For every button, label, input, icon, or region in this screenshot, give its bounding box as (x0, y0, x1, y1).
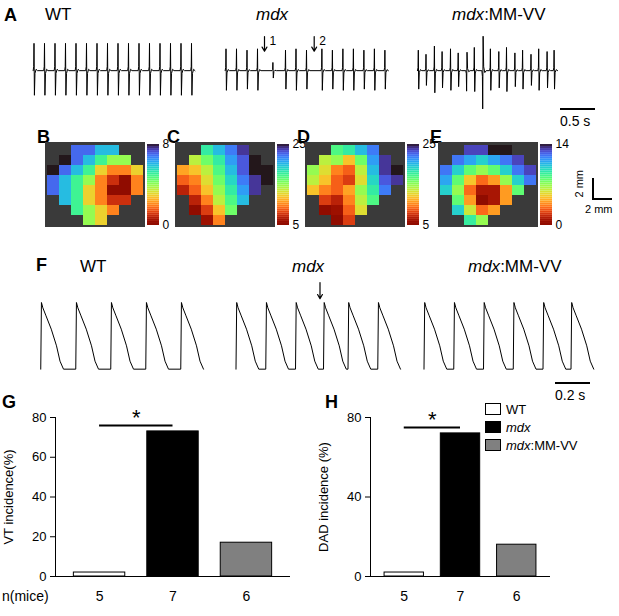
html-text:WT: WT (80, 257, 107, 276)
html-text:n(mice): n(mice) (2, 588, 49, 604)
svg-text:6: 6 (513, 588, 521, 604)
svg-text:0: 0 (39, 569, 46, 584)
svg-text:80: 80 (347, 410, 361, 425)
html-text:mdx: mdx (506, 419, 531, 435)
svg-text:8: 8 (162, 137, 170, 152)
svg-text:20: 20 (32, 529, 46, 544)
html-text:WT: WT (45, 5, 72, 24)
svg-text:5: 5 (400, 588, 408, 604)
svg-text:7: 7 (169, 588, 177, 604)
svg-text:0: 0 (354, 569, 361, 584)
svg-text:*: * (428, 407, 437, 432)
svg-text:6: 6 (243, 588, 251, 604)
svg-text:40: 40 (32, 489, 46, 504)
svg-text:5: 5 (423, 218, 430, 232)
svg-text:2: 2 (319, 34, 326, 48)
svg-text:5: 5 (293, 218, 300, 232)
html-text:D: D (297, 127, 310, 147)
html-text:mdx:MM-VV: mdx:MM-VV (468, 257, 562, 276)
svg-text:*: * (132, 405, 141, 430)
html-text:G: G (2, 392, 16, 412)
html-text:H: H (325, 392, 338, 412)
svg-text:25: 25 (422, 137, 436, 152)
html-text:2 mm: 2 mm (573, 170, 585, 198)
svg-text:0: 0 (163, 218, 170, 232)
svg-text:80: 80 (32, 410, 46, 425)
svg-text:7: 7 (457, 588, 465, 604)
html-text:A: A (4, 5, 17, 25)
html-text:mdx: mdx (256, 5, 289, 24)
svg-text:14: 14 (556, 137, 570, 151)
html-text:B: B (37, 127, 50, 147)
html-text:E: E (430, 127, 442, 147)
html-text:mdx:MM-VV: mdx:MM-VV (452, 5, 546, 24)
html-text:F: F (36, 255, 47, 275)
svg-text:60: 60 (32, 449, 46, 464)
html-text:0.2 s: 0.2 s (555, 387, 586, 403)
svg-text:1: 1 (270, 34, 277, 48)
svg-text:VT incidence(%): VT incidence(%) (1, 449, 16, 544)
svg-text:0: 0 (556, 218, 563, 232)
svg-text:DAD incidence (%): DAD incidence (%) (316, 442, 331, 552)
html-text:C: C (167, 127, 180, 147)
svg-text:40: 40 (347, 489, 361, 504)
html-text:2 mm: 2 mm (585, 203, 613, 215)
html-text:WT: WT (506, 401, 527, 417)
html-text:mdx:MM-VV: mdx:MM-VV (506, 437, 578, 453)
html-text:0.5 s: 0.5 s (560, 113, 591, 129)
svg-text:5: 5 (96, 588, 104, 604)
html-text:mdx: mdx (292, 257, 325, 276)
